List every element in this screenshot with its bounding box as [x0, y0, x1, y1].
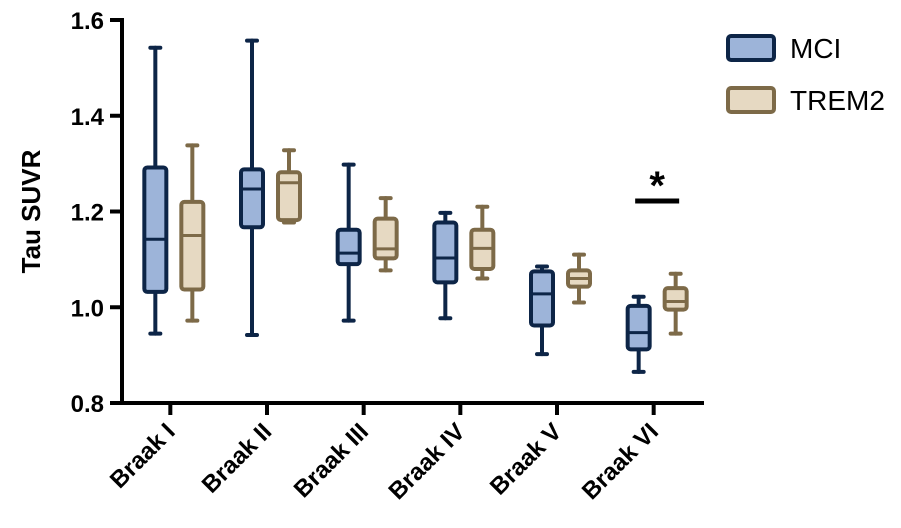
box-iqr [276, 170, 302, 223]
x-category-label: Braak IV [384, 418, 471, 505]
box-plot [469, 204, 496, 281]
box-iqr [662, 286, 689, 312]
y-axis-title: Tau SUVR [16, 149, 46, 273]
legend-swatch [726, 86, 776, 114]
box-iqr [239, 167, 265, 230]
legend: MCI TREM2 [726, 33, 885, 116]
annotation-layer: * [635, 164, 680, 208]
x-category-label: Braak V [485, 418, 567, 500]
x-category-label: Braak I [105, 418, 181, 494]
series-trem2 [179, 143, 689, 336]
box-plot [372, 196, 399, 273]
legend-item-mci: MCI [726, 33, 841, 64]
box-plot [335, 162, 362, 323]
boxes-layer [142, 38, 689, 374]
box-plot [625, 294, 652, 374]
legend-item-trem2: TREM2 [726, 85, 885, 116]
box-iqr [432, 220, 459, 285]
box-iqr [335, 227, 362, 267]
legend-label: MCI [790, 33, 841, 64]
significance-marker: * [649, 164, 665, 208]
box-plot [142, 45, 169, 336]
y-tick-label: 1.4 [71, 104, 105, 131]
box-iqr [372, 216, 399, 261]
y-tick-label: 1.6 [71, 8, 104, 35]
box-iqr [142, 165, 169, 294]
box-plot [566, 252, 592, 305]
box-iqr [625, 303, 652, 352]
box-plot [179, 143, 206, 323]
y-tick-label: 1.2 [71, 200, 104, 227]
y-axis-ticks: 0.8 1.0 1.2 1.4 1.6 [71, 8, 122, 418]
x-category-label: Braak III [289, 418, 374, 503]
series-mci [142, 38, 652, 374]
box-iqr [529, 269, 555, 328]
y-tick-label: 0.8 [71, 391, 104, 418]
box-plot [276, 148, 302, 225]
legend-swatch [726, 34, 776, 62]
plot-area: * 0.81.01.21.41.6 Braak I Braak II Braak I… [71, 8, 704, 505]
box-iqr [179, 199, 206, 292]
legend-label: TREM2 [790, 85, 885, 116]
x-category-label: Braak VI [577, 418, 664, 505]
box-plot [662, 271, 689, 336]
x-category-label: Braak II [197, 418, 277, 498]
box-plot [239, 38, 265, 338]
box-plot [432, 210, 459, 321]
box-plot [529, 264, 555, 357]
y-tick-label: 1.0 [71, 295, 104, 322]
